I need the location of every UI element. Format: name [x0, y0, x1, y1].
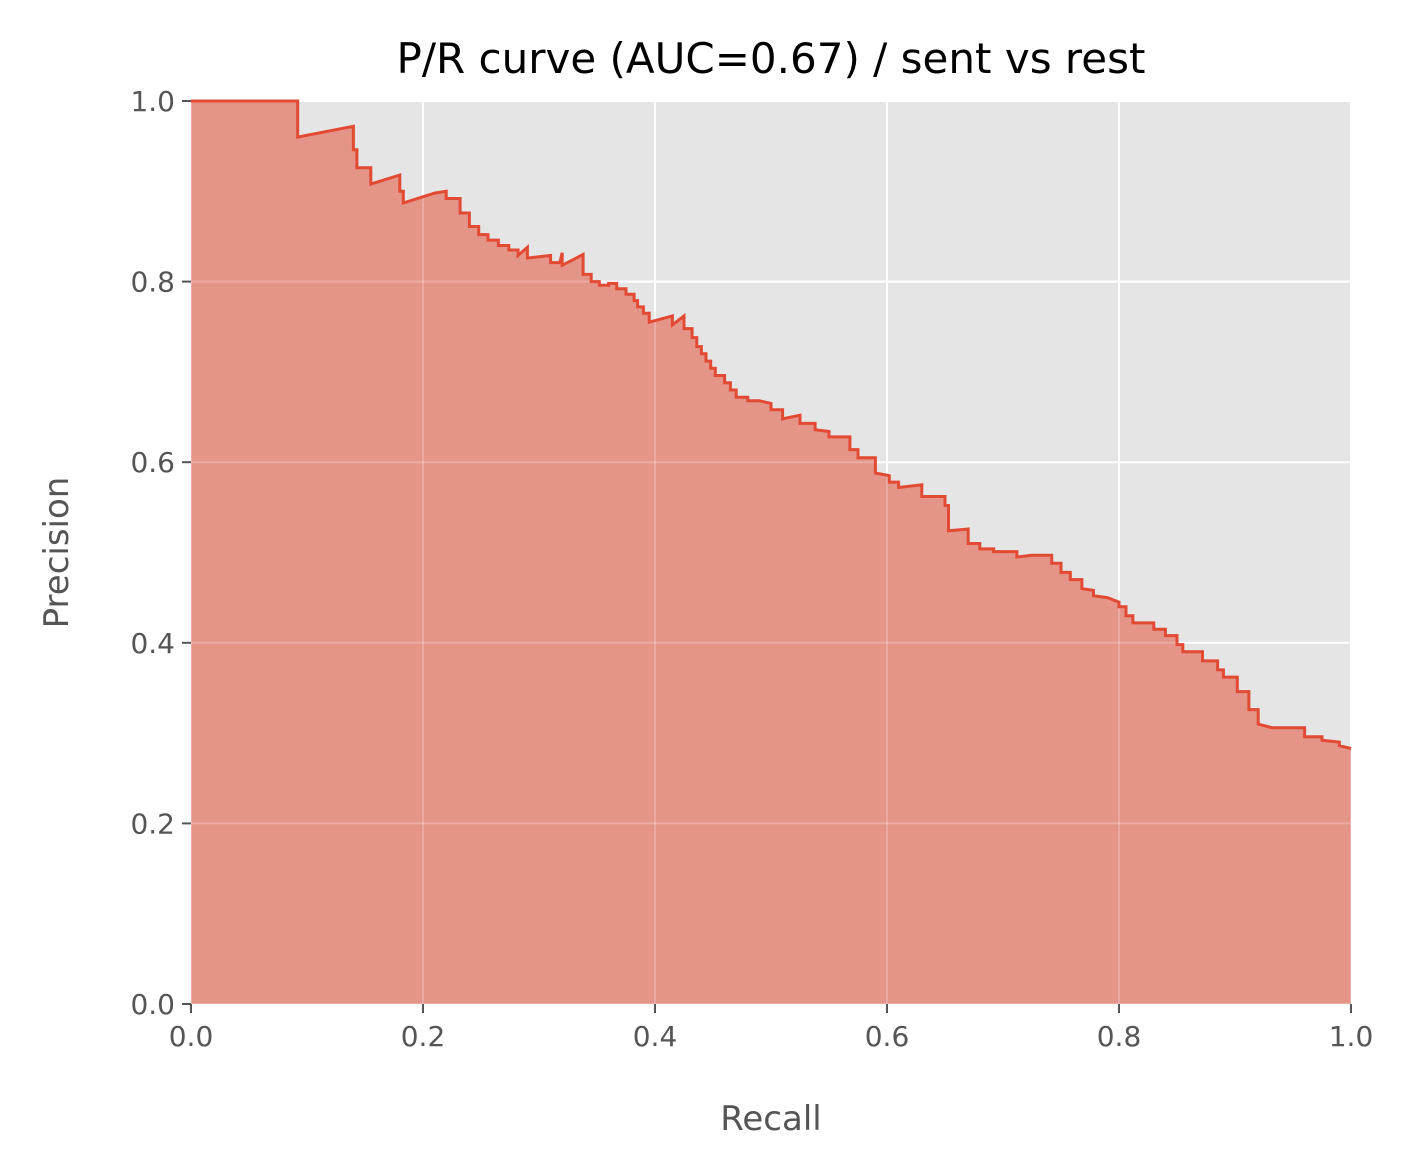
y-tick-label: 0.8 — [130, 266, 175, 299]
grid-overlay — [190, 100, 1352, 1005]
x-axis-ticks: 0.0 0.2 0.4 0.6 0.8 1.0 — [169, 1004, 1374, 1053]
y-axis-ticks: 0.0 0.2 0.4 0.6 0.8 1.0 — [130, 85, 191, 1021]
pr-area-fill — [191, 101, 1351, 1004]
x-tick-label: 1.0 — [1329, 1020, 1374, 1053]
y-axis-label: Precision — [37, 477, 77, 629]
y-tick-label: 0.6 — [130, 446, 175, 479]
x-tick-label: 0.6 — [865, 1020, 910, 1053]
chart-title: P/R curve (AUC=0.67) / sent vs rest — [397, 34, 1146, 83]
pr-curve-line — [191, 99, 1352, 750]
x-tick-label: 0.2 — [401, 1020, 446, 1053]
x-tick-label: 0.4 — [633, 1020, 678, 1053]
x-axis-label: Recall — [720, 1099, 821, 1139]
y-tick-label: 0.0 — [130, 988, 175, 1021]
x-tick-label: 0.0 — [169, 1020, 214, 1053]
y-tick-label: 0.4 — [130, 627, 175, 660]
y-tick-label: 0.2 — [130, 807, 175, 840]
y-tick-label: 1.0 — [130, 85, 175, 118]
x-tick-label: 0.8 — [1097, 1020, 1142, 1053]
